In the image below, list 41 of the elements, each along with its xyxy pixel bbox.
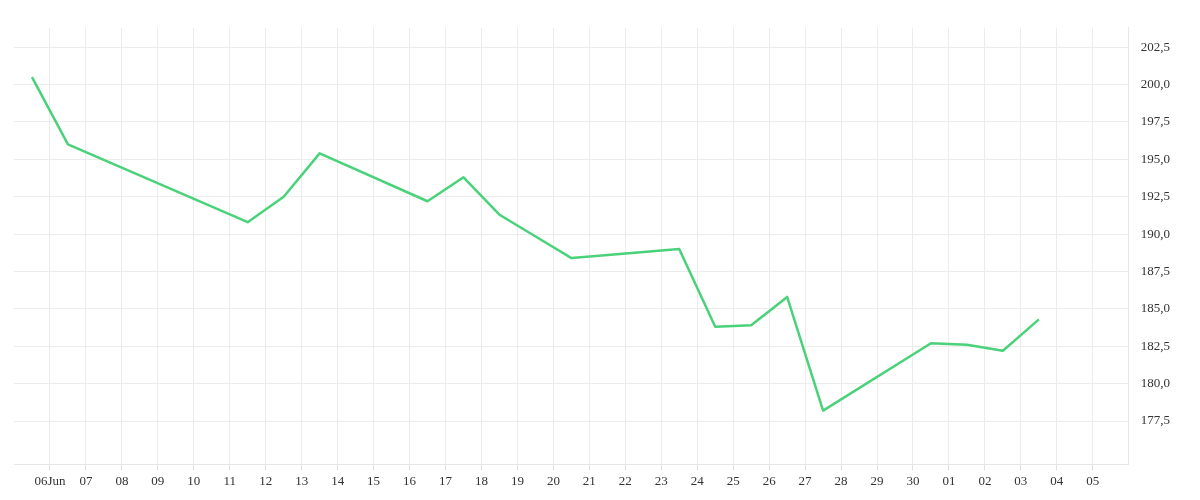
y-tick-label: 180,0	[1140, 375, 1170, 391]
x-tick-label: 23	[654, 472, 668, 488]
x-tick-label: 10	[187, 472, 201, 488]
x-tick-label: 15	[367, 472, 381, 488]
x-tick-label: 11	[223, 472, 237, 488]
y-tick-label: 182,5	[1140, 337, 1170, 353]
x-tick-label: 22	[618, 472, 632, 488]
x-tick-label: 04	[1050, 472, 1064, 488]
x-tick-label: 18	[474, 472, 488, 488]
x-tick-label: 05	[1086, 472, 1100, 488]
x-tick-label: 19	[510, 472, 524, 488]
x-tick-label: 29	[870, 472, 884, 488]
x-tick-label: 06Jun	[34, 472, 66, 488]
x-tick-label: 14	[331, 472, 345, 488]
y-tick-label: 192,5	[1140, 188, 1170, 204]
x-tick-label: 03	[1014, 472, 1028, 488]
x-tick-label: 26	[762, 472, 777, 488]
y-tick-label: 197,5	[1140, 113, 1170, 129]
x-tick-label: 21	[582, 472, 596, 488]
y-tick-label: 185,0	[1140, 300, 1170, 316]
x-tick-label: 02	[978, 472, 992, 488]
x-tick-label: 28	[834, 472, 848, 488]
x-tick-label: 20	[546, 472, 560, 488]
y-tick-label: 202,5	[1140, 38, 1170, 54]
y-tick-label: 177,5	[1140, 412, 1170, 428]
x-tick-label: 25	[726, 472, 740, 488]
x-tick-label: 27	[798, 472, 813, 488]
x-tick-label: 07	[79, 472, 93, 488]
y-tick-label: 200,0	[1140, 76, 1170, 92]
x-tick-label: 24	[690, 472, 705, 488]
x-tick-label: 13	[295, 472, 309, 488]
x-tick-label: 17	[439, 472, 453, 488]
x-tick-label: 16	[403, 472, 417, 488]
y-tick-label: 195,0	[1140, 150, 1170, 166]
x-tick-label: 01	[942, 472, 956, 488]
x-tick-label: 30	[906, 472, 920, 488]
x-tick-label: 12	[259, 472, 273, 488]
x-tick-label: 08	[115, 472, 129, 488]
y-tick-label: 190,0	[1140, 225, 1170, 241]
x-tick-label: 09	[151, 472, 165, 488]
y-tick-label: 187,5	[1140, 262, 1170, 278]
